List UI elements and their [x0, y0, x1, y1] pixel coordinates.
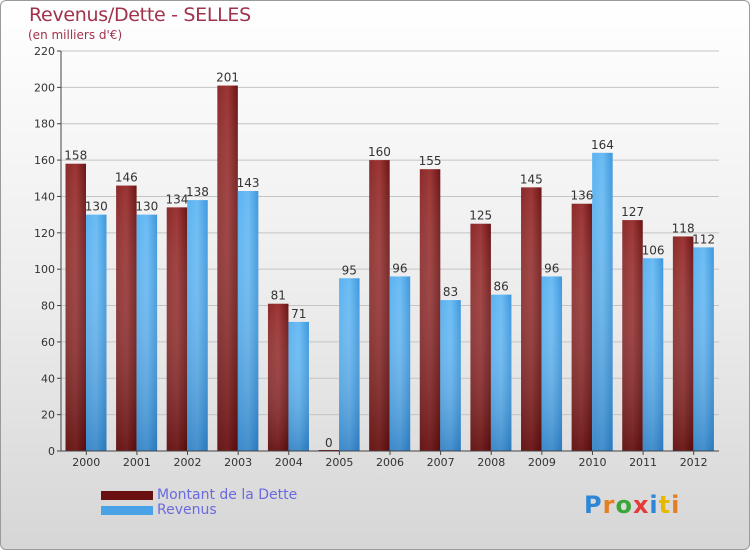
- debt-bar-shade: [116, 185, 137, 451]
- y-tick-label: 120: [34, 227, 55, 240]
- legend-item-debt: Montant de la Dette: [101, 487, 297, 503]
- x-tick-label: 2003: [224, 456, 252, 469]
- debt-bar-label: 146: [115, 171, 138, 185]
- logo-letter: r: [602, 491, 616, 519]
- x-tick-label: 2009: [528, 456, 556, 469]
- revenue-bar-shade: [592, 152, 613, 451]
- revenue-bar-label: 164: [591, 138, 614, 152]
- debt-bar-shade: [622, 220, 643, 451]
- legend-item-revenue: Revenus: [101, 502, 217, 518]
- labels: 0 20 40 60 80 100 120 140 160 180 200 220 158 130 2000…: [34, 45, 715, 469]
- debt-bar-label: 134: [166, 192, 189, 206]
- logo-letter: o: [615, 491, 633, 519]
- y-tick-label: 200: [34, 81, 55, 94]
- revenue-bar-shade: [86, 214, 107, 451]
- y-tick-label: 40: [41, 372, 55, 385]
- x-tick-label: 2012: [680, 456, 708, 469]
- revenue-bar-label: 83: [443, 285, 458, 299]
- x-tick-label: 2006: [376, 456, 404, 469]
- x-tick-label: 2005: [325, 456, 353, 469]
- revenue-bar-label: 96: [392, 261, 407, 275]
- revenue-bar-label: 96: [544, 261, 559, 275]
- y-tick-label: 100: [34, 263, 55, 276]
- revenue-bar-shade: [187, 200, 208, 451]
- debt-bar-shade: [571, 203, 593, 451]
- x-tick-label: 2011: [629, 456, 657, 469]
- y-tick-label: 160: [34, 154, 55, 167]
- debt-bar-label: 118: [672, 221, 695, 235]
- legend-swatch-debt: [101, 490, 153, 500]
- proxiti-logo: Proxiti: [584, 491, 680, 519]
- debt-bar-label: 158: [64, 149, 87, 163]
- debt-bar-label: 136: [570, 189, 593, 203]
- y-tick-label: 80: [41, 300, 55, 313]
- logo-letter: i: [649, 491, 659, 519]
- logo-letter: t: [658, 491, 672, 519]
- x-tick-label: 2001: [123, 456, 151, 469]
- revenue-bar-shade: [288, 321, 309, 451]
- logo-letter: i: [671, 491, 681, 519]
- revenue-bar-shade: [389, 276, 411, 451]
- debt-bar-label: 125: [469, 209, 492, 223]
- revenue-bar-label: 143: [237, 176, 260, 190]
- revenue-bar-shade: [136, 214, 158, 451]
- debt-bar-shade: [419, 169, 441, 451]
- debt-bar-label: 127: [621, 205, 644, 219]
- x-tick-label: 2008: [477, 456, 505, 469]
- chart-subtitle: (en milliers d'€): [28, 28, 123, 42]
- debt-bar-shade: [470, 223, 491, 451]
- logo-letter: x: [632, 491, 650, 519]
- revenue-bar-shade: [642, 258, 664, 451]
- logo-letter: P: [584, 491, 603, 519]
- revenue-bar-shade: [490, 294, 512, 451]
- y-tick-label: 60: [41, 336, 55, 349]
- revenue-bar-label: 86: [494, 280, 509, 294]
- debt-bar-shade: [521, 187, 542, 451]
- debt-bar-shade: [672, 236, 694, 451]
- y-tick-label: 0: [48, 445, 55, 458]
- debt-bar-shade: [166, 207, 188, 451]
- x-tick-label: 2002: [174, 456, 202, 469]
- legend-label-debt: Montant de la Dette: [157, 487, 298, 503]
- revenue-bar-label: 95: [342, 263, 357, 277]
- revenue-bar-shade: [440, 300, 461, 451]
- legend-swatch-revenue: [101, 505, 153, 515]
- revenue-bar-label: 71: [291, 307, 306, 321]
- debt-bar-label: 0: [325, 436, 333, 450]
- x-tick-label: 2010: [578, 456, 606, 469]
- revenue-bar-label: 138: [186, 185, 209, 199]
- debt-bar-shade: [217, 85, 238, 451]
- y-tick-label: 180: [34, 118, 55, 131]
- revenue-bar-shade: [339, 278, 360, 451]
- x-tick-label: 2007: [427, 456, 455, 469]
- x-tick-label: 2004: [275, 456, 303, 469]
- revenue-bar-shade: [693, 247, 714, 451]
- y-tick-label: 140: [34, 190, 55, 203]
- debt-bar-label: 155: [419, 154, 442, 168]
- revenue-bar-label: 130: [135, 200, 158, 214]
- revenue-bar-label: 106: [642, 243, 665, 257]
- debt-bar-shade: [267, 303, 289, 451]
- debt-bar-label: 160: [368, 145, 391, 159]
- debt-bar-shade: [65, 163, 86, 451]
- axes: [57, 50, 719, 455]
- revenue-bar-label: 112: [692, 232, 715, 246]
- revenue-bar-label: 130: [85, 200, 108, 214]
- chart-title: Revenus/Dette - SELLES: [29, 4, 251, 26]
- debt-bar-label: 81: [271, 289, 286, 303]
- revenue-bar-shade: [541, 276, 563, 451]
- y-tick-label: 220: [34, 45, 55, 58]
- x-tick-label: 2000: [72, 456, 100, 469]
- debt-bar-label: 145: [520, 172, 543, 186]
- debt-bar-shade: [369, 160, 390, 451]
- legend-label-revenue: Revenus: [157, 502, 217, 518]
- y-tick-label: 20: [41, 409, 55, 422]
- debt-bar-label: 201: [216, 71, 239, 85]
- bars: [65, 85, 714, 451]
- revenue-bar-shade: [237, 191, 259, 451]
